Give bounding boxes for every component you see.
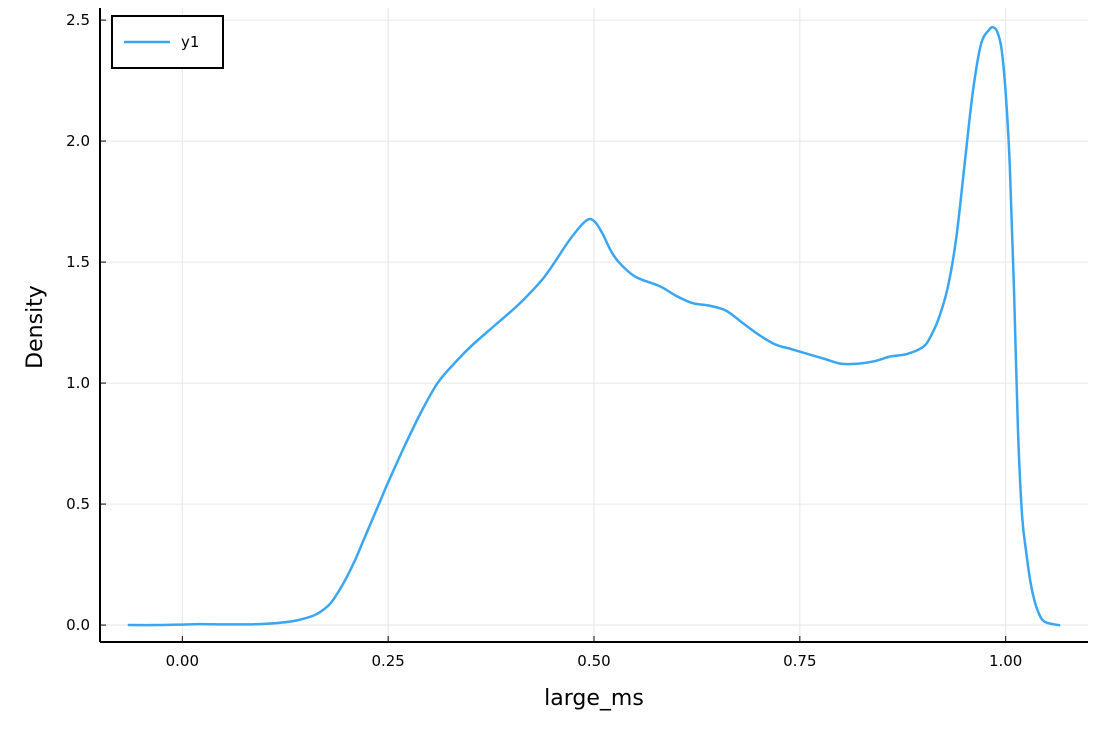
x-axis-title: large_ms — [544, 686, 644, 711]
x-tick-label-3: 0.75 — [783, 652, 816, 670]
y-tick-label-2: 1.0 — [66, 374, 90, 392]
series-line-y1 — [127, 25, 1061, 627]
grid-layer — [100, 8, 1088, 642]
legend-label-y1: y1 — [181, 33, 199, 51]
x-tick-label-4: 1.00 — [989, 652, 1022, 670]
x-tick-label-2: 0.50 — [577, 652, 610, 670]
y-tick-label-3: 1.5 — [66, 253, 90, 271]
y-tick-label-0: 0.0 — [66, 616, 90, 634]
y-axis-title: Density — [23, 285, 48, 369]
series-layer — [127, 25, 1061, 627]
y-tick-label-5: 2.5 — [66, 11, 90, 29]
y-tick-label-1: 0.5 — [66, 495, 90, 513]
axes-layer: 0.00 0.25 0.50 0.75 1.00 0.0 0.5 1.0 1.5 2.0 2.5 — [66, 8, 1088, 670]
x-tick-label-0: 0.00 — [166, 652, 199, 670]
y-tick-label-4: 2.0 — [66, 132, 90, 150]
legend: y1 — [111, 15, 224, 69]
x-tick-label-1: 0.25 — [371, 652, 404, 670]
